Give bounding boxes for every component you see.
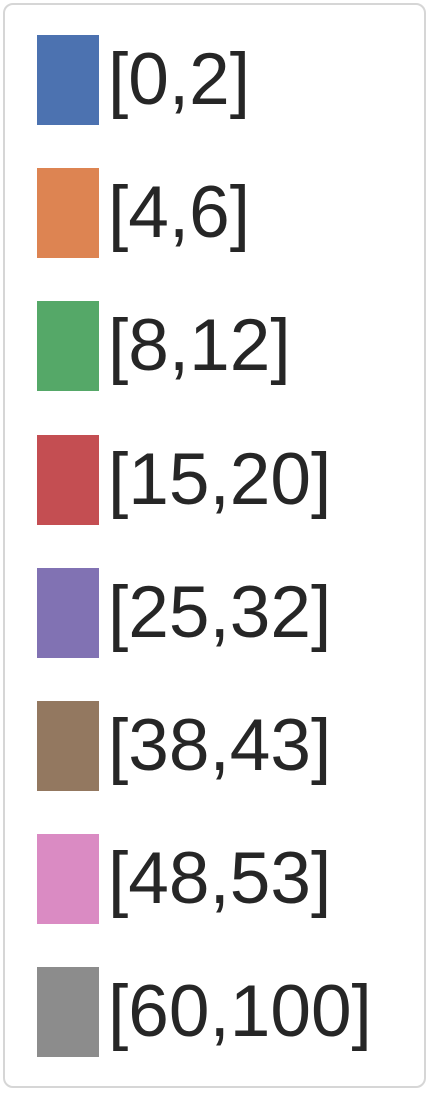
legend-swatch (37, 435, 99, 525)
legend-swatch (37, 967, 99, 1057)
legend-swatch (37, 168, 99, 258)
legend-swatch (37, 301, 99, 391)
legend-label: [38,43] (108, 705, 332, 786)
legend-swatch (37, 701, 99, 791)
legend-swatch (37, 568, 99, 658)
legend-label: [0,2] (108, 39, 251, 120)
legend-entry: [0,2] (5, 35, 425, 125)
legend-entry: [15,20] (5, 435, 425, 525)
legend-label: [60,100] (108, 971, 372, 1052)
legend-swatch (37, 834, 99, 924)
legend-label: [15,20] (108, 439, 332, 520)
legend-entry: [4,6] (5, 168, 425, 258)
legend: [0,2] [4,6] [8,12] [15,20] [25,32] [38,43] [48… (3, 3, 426, 1088)
legend-label: [8,12] (108, 305, 291, 386)
legend-label: [4,6] (108, 172, 251, 253)
legend-entry: [38,43] (5, 701, 425, 791)
legend-entry: [8,12] (5, 301, 425, 391)
legend-swatch (37, 35, 99, 125)
legend-entry: [60,100] (5, 967, 425, 1057)
legend-entry: [48,53] (5, 834, 425, 924)
legend-label: [25,32] (108, 572, 332, 653)
legend-label: [48,53] (108, 838, 332, 919)
legend-entry: [25,32] (5, 568, 425, 658)
